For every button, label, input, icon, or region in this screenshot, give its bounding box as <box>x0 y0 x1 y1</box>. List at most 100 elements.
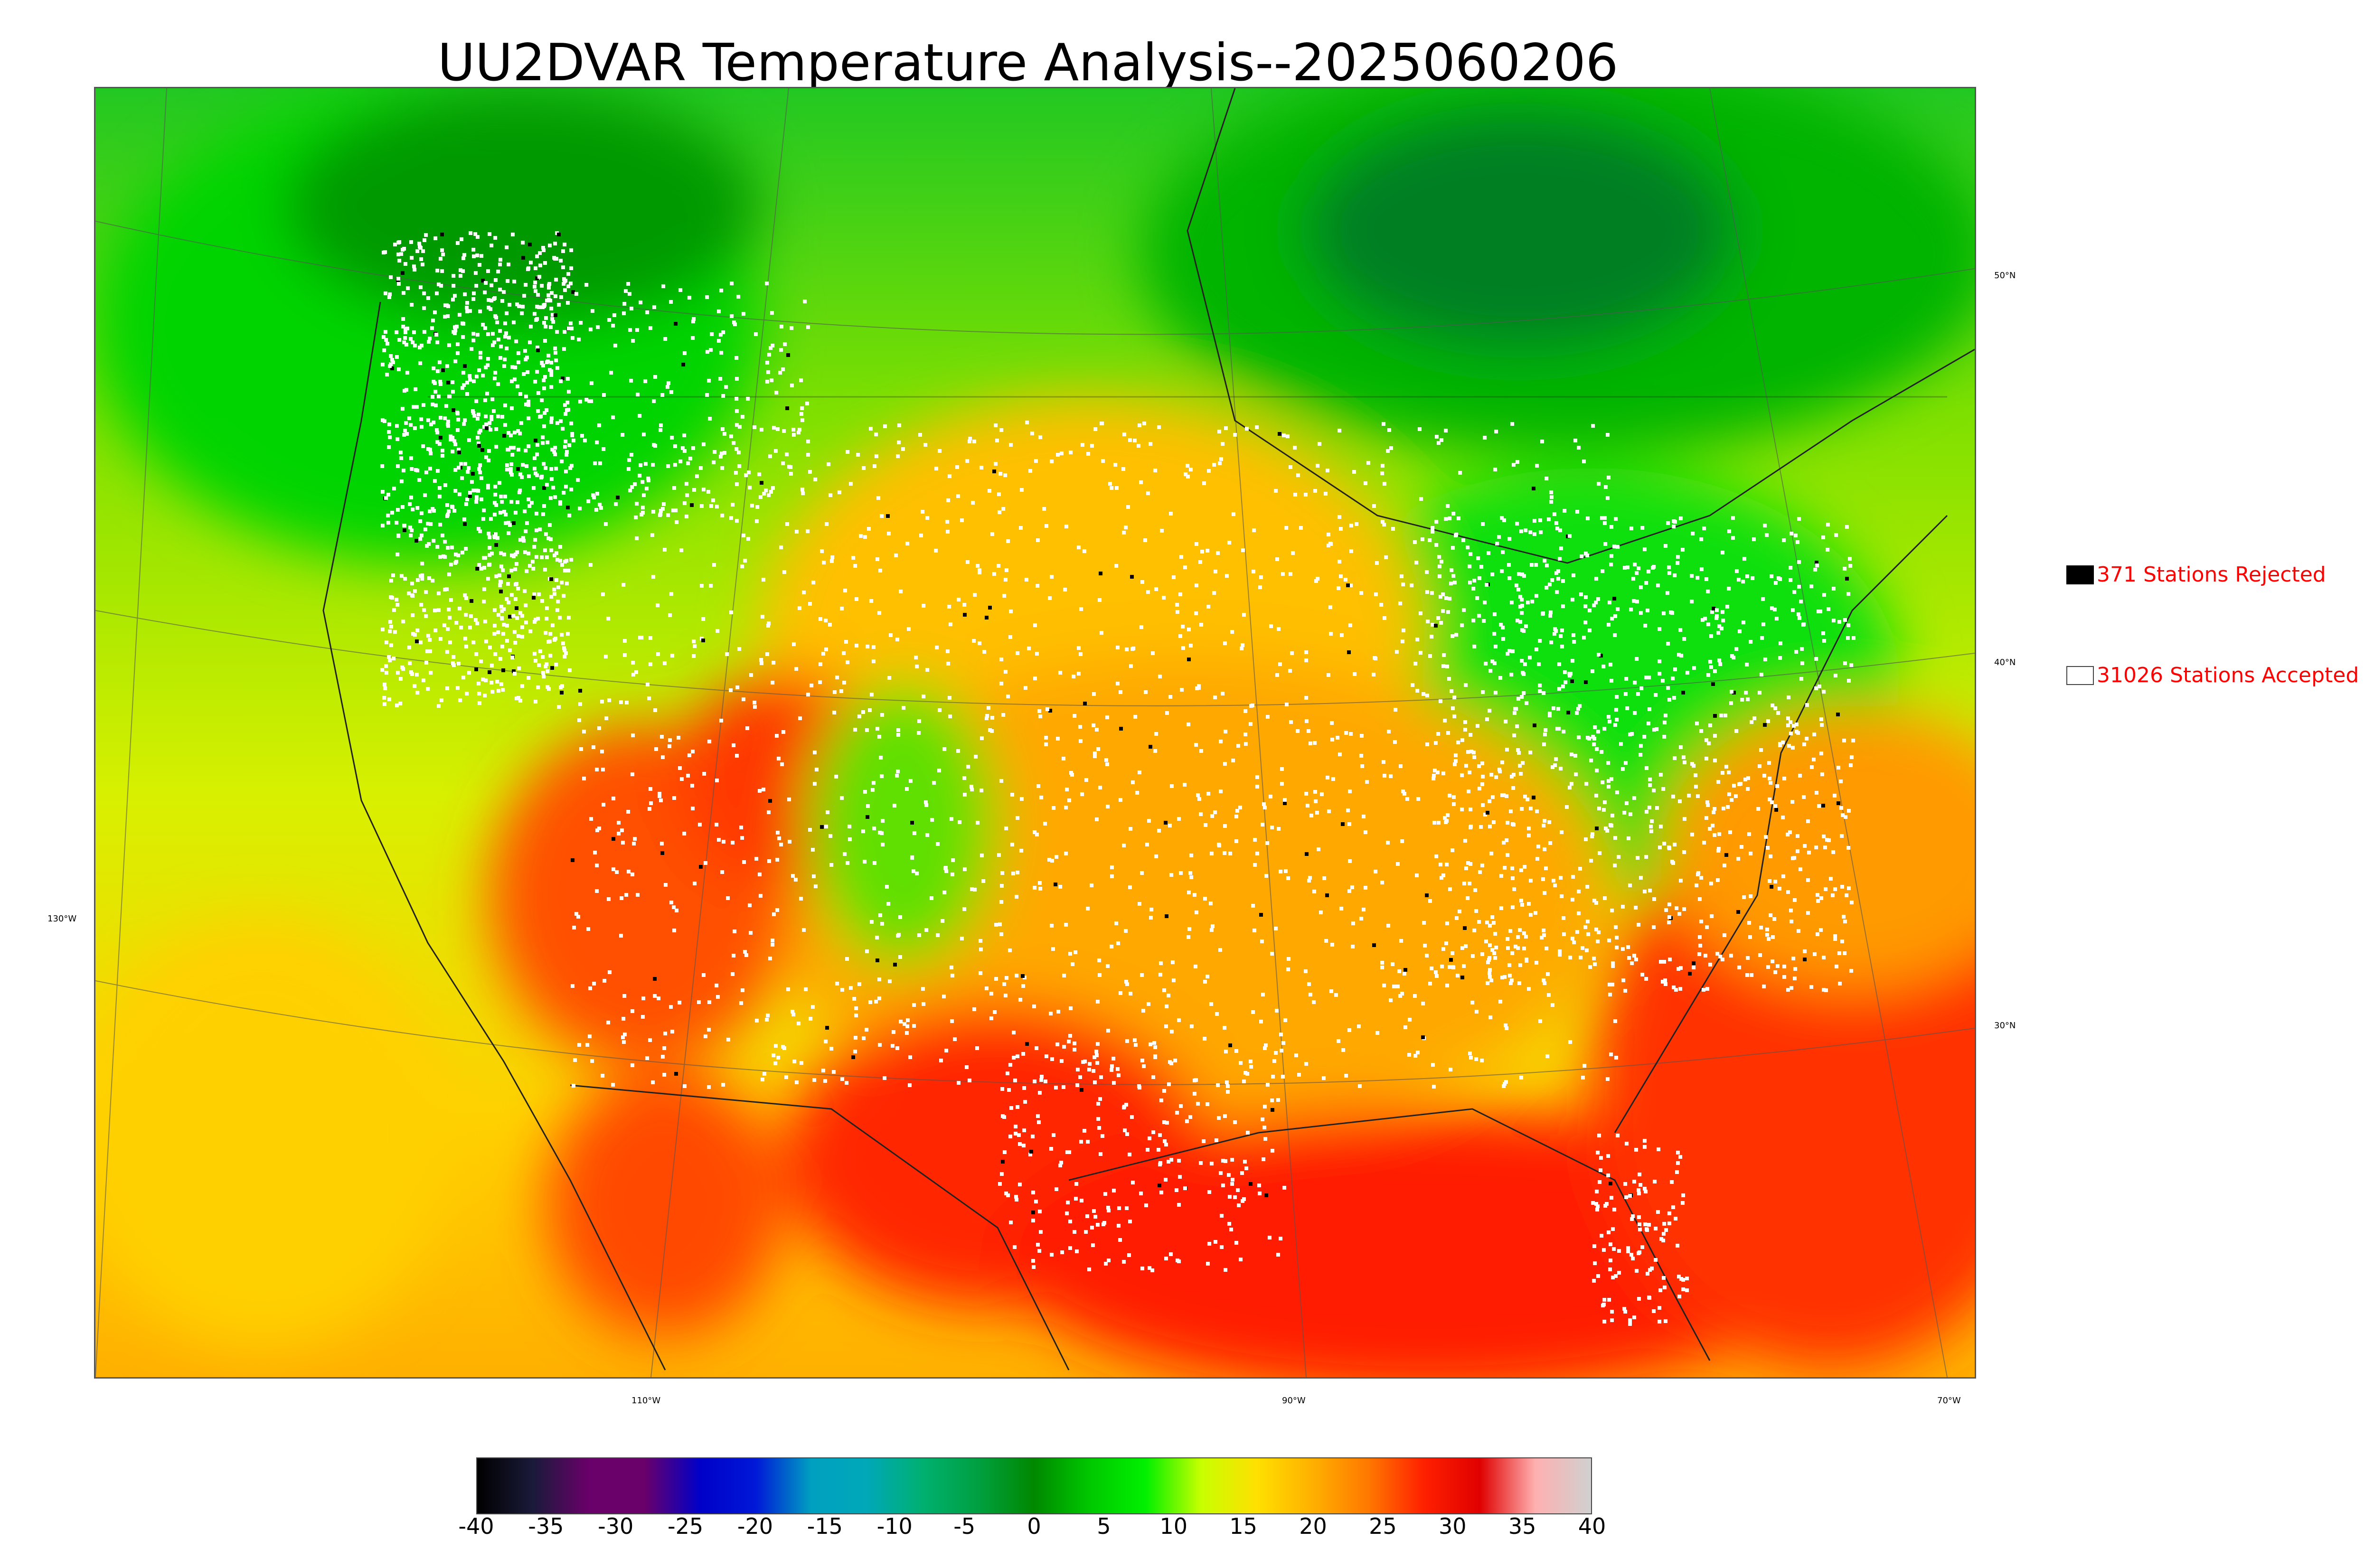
accepted-station <box>1002 594 1006 598</box>
accepted-station <box>525 356 529 359</box>
accepted-station <box>848 837 852 841</box>
accepted-station <box>1656 583 1660 587</box>
accepted-station <box>1592 742 1596 746</box>
accepted-station <box>417 478 421 482</box>
accepted-station <box>517 667 521 670</box>
accepted-station <box>672 796 676 800</box>
accepted-station <box>1034 1200 1038 1203</box>
accepted-station <box>691 319 695 323</box>
accepted-station <box>506 448 509 451</box>
accepted-station <box>1440 438 1443 442</box>
rejected-station <box>1346 583 1350 587</box>
accepted-station <box>669 390 673 394</box>
accepted-station <box>1006 1071 1009 1075</box>
rejected-station <box>1031 1211 1035 1214</box>
accepted-station <box>612 313 616 317</box>
accepted-station <box>1107 1209 1111 1212</box>
accepted-station <box>1508 929 1512 933</box>
accepted-station <box>1199 812 1203 816</box>
accepted-station <box>1257 1183 1261 1187</box>
accepted-station <box>1275 1009 1279 1013</box>
accepted-station <box>396 277 400 281</box>
accepted-station <box>701 617 705 621</box>
accepted-station <box>572 1084 575 1088</box>
accepted-station <box>631 733 635 737</box>
accepted-station <box>764 488 768 492</box>
accepted-station <box>965 459 969 463</box>
accepted-station <box>1558 953 1562 957</box>
accepted-station <box>481 374 485 377</box>
accepted-station <box>924 928 928 932</box>
accepted-station <box>1502 793 1506 797</box>
accepted-station <box>1443 816 1447 820</box>
accepted-station <box>424 590 428 594</box>
accepted-station <box>1315 811 1319 815</box>
accepted-station <box>1481 522 1485 526</box>
accepted-station <box>1797 585 1801 589</box>
accepted-station <box>990 716 994 720</box>
accepted-station <box>1431 526 1434 530</box>
accepted-station <box>465 301 469 305</box>
accepted-station <box>1499 906 1503 910</box>
accepted-station <box>476 235 480 239</box>
accepted-station <box>538 415 542 419</box>
accepted-station <box>1359 754 1363 758</box>
accepted-station <box>1466 896 1470 900</box>
accepted-station <box>1105 762 1109 766</box>
accepted-station <box>1045 1054 1048 1058</box>
rejected-station <box>512 669 516 673</box>
accepted-station <box>404 262 407 266</box>
accepted-station <box>1570 782 1573 786</box>
accepted-station <box>892 1030 895 1034</box>
rejected-station <box>1083 702 1087 705</box>
accepted-station <box>1391 527 1395 531</box>
accepted-station <box>428 467 432 470</box>
accepted-station <box>1347 889 1351 893</box>
accepted-station <box>1206 1262 1210 1266</box>
accepted-station <box>548 654 552 657</box>
accepted-station <box>636 393 640 396</box>
accepted-station <box>939 1059 943 1062</box>
accepted-station <box>1355 522 1358 526</box>
accepted-station <box>1399 764 1403 768</box>
accepted-station <box>1731 516 1735 520</box>
accepted-station <box>824 825 828 828</box>
temperature-map[interactable] <box>94 87 1976 1379</box>
accepted-station <box>998 922 1002 926</box>
accepted-station <box>688 457 692 460</box>
accepted-station <box>524 620 528 624</box>
rejected-station <box>1532 487 1536 490</box>
accepted-station <box>1649 829 1653 833</box>
accepted-station <box>1218 461 1222 465</box>
accepted-station <box>887 532 891 535</box>
accepted-station <box>438 523 442 526</box>
accepted-station <box>1197 797 1201 801</box>
accepted-station <box>1255 775 1259 779</box>
accepted-station <box>1845 525 1849 529</box>
accepted-station <box>606 617 610 620</box>
accepted-station <box>1060 1250 1064 1254</box>
accepted-station <box>1535 648 1538 651</box>
accepted-station <box>893 804 896 807</box>
accepted-station <box>1710 610 1714 614</box>
accepted-station <box>517 360 520 364</box>
accepted-station <box>1637 1215 1641 1219</box>
accepted-station <box>682 832 686 836</box>
accepted-station <box>410 582 414 585</box>
accepted-station <box>1843 618 1847 622</box>
accepted-station <box>561 265 565 269</box>
accepted-station <box>1128 438 1132 442</box>
accepted-station <box>515 550 519 554</box>
accepted-station <box>1610 525 1613 529</box>
accepted-station <box>1672 525 1676 528</box>
accepted-station <box>1177 1159 1181 1163</box>
accepted-station <box>1229 1228 1233 1231</box>
accepted-station <box>1543 559 1546 563</box>
accepted-station <box>1119 690 1122 694</box>
accepted-station <box>1437 441 1441 445</box>
accepted-station <box>1659 773 1663 777</box>
accepted-station <box>1304 650 1308 654</box>
accepted-station <box>845 957 849 961</box>
accepted-station <box>423 330 426 334</box>
accepted-station <box>525 521 529 525</box>
